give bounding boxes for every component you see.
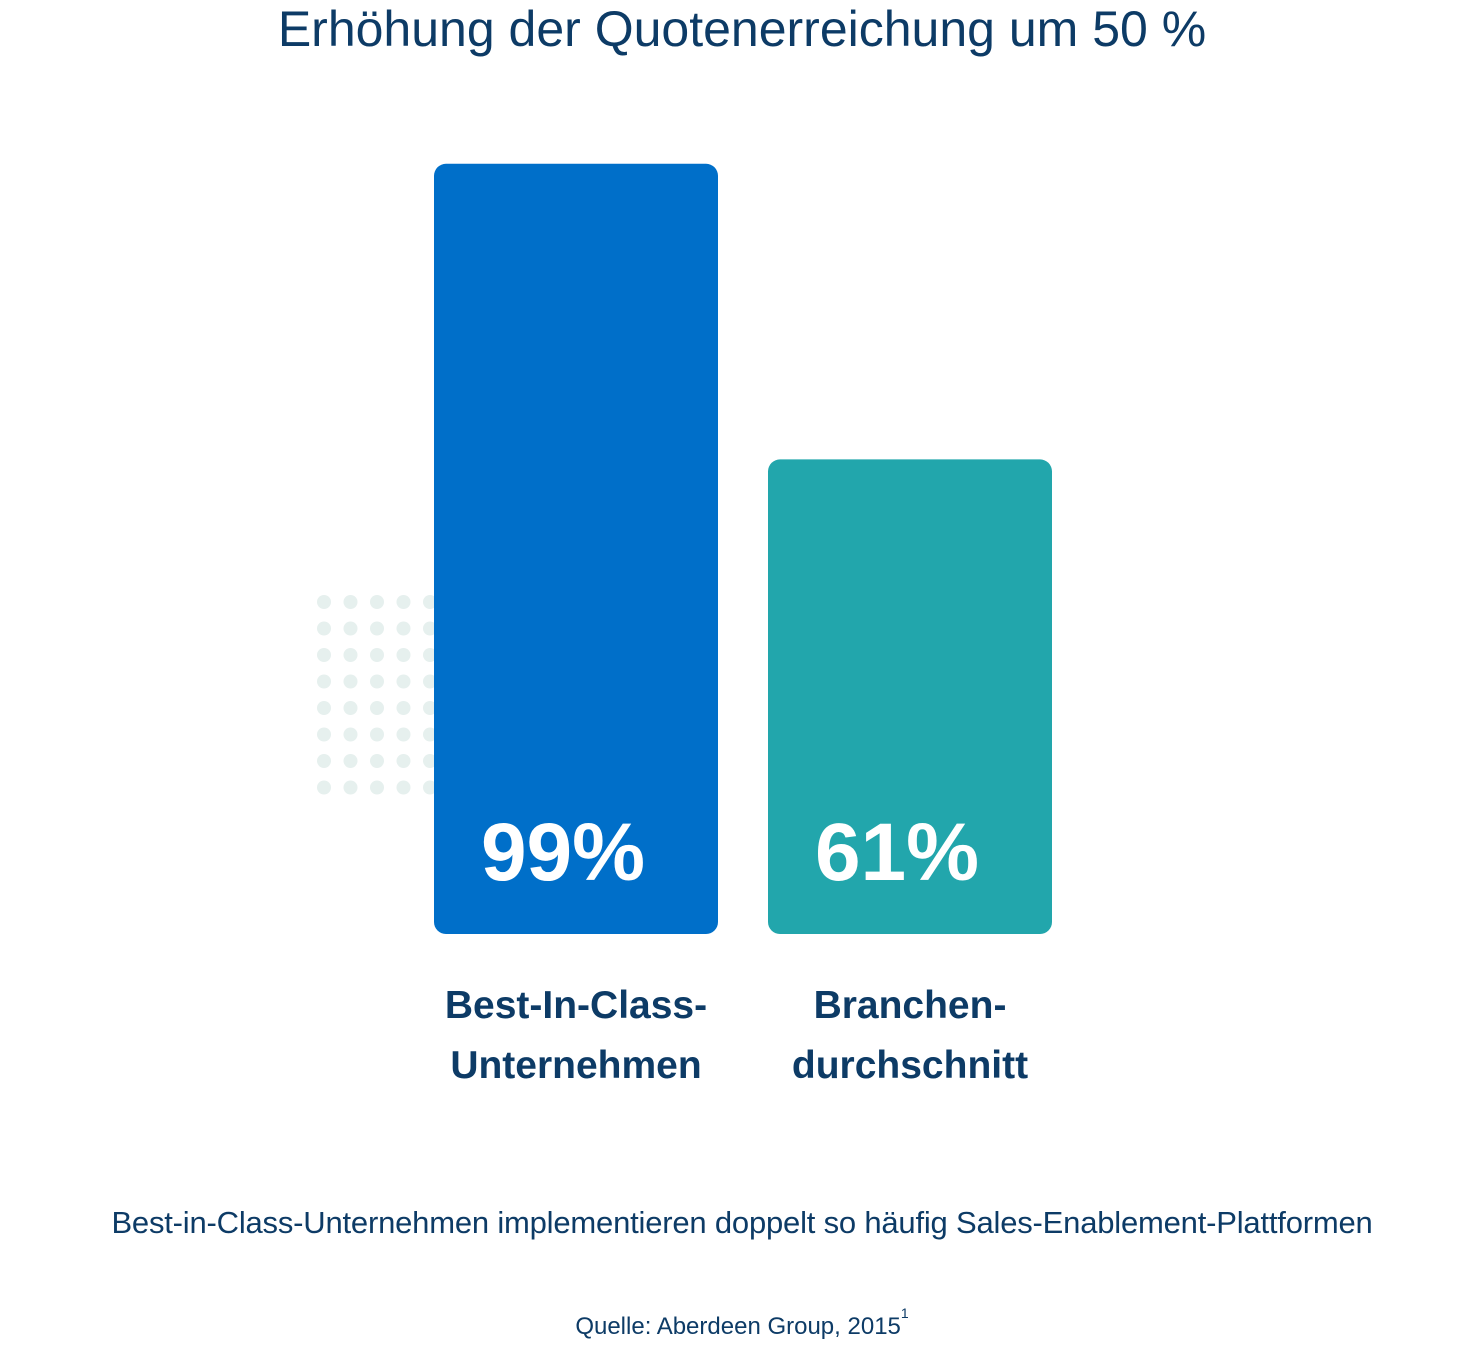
- category-label-line: Unternehmen: [450, 1044, 702, 1087]
- decorative-dot: [396, 621, 411, 636]
- decorative-dot: [423, 648, 437, 662]
- decorative-dot-grid: [317, 595, 437, 795]
- source-note: Quelle: Aberdeen Group, 20151: [0, 1305, 1484, 1341]
- decorative-dot: [343, 701, 358, 715]
- decorative-dot: [343, 674, 358, 689]
- decorative-dot: [343, 595, 358, 609]
- decorative-dot: [370, 701, 384, 715]
- decorative-dot: [317, 727, 331, 742]
- decorative-dot: [396, 701, 411, 715]
- decorative-dot: [317, 621, 331, 636]
- value-labels-group: 99% 61%: [481, 807, 979, 898]
- decorative-dot: [423, 754, 437, 768]
- decorative-dot: [423, 674, 437, 689]
- bar-value-label: 61%: [815, 807, 979, 898]
- decorative-dot: [343, 648, 358, 662]
- decorative-dot: [317, 701, 331, 715]
- decorative-dot: [396, 595, 411, 609]
- decorative-dot: [396, 754, 411, 768]
- bar-value-label: 99%: [481, 807, 645, 898]
- decorative-dot: [343, 754, 358, 768]
- category-label-best-in-class: Best-In-Class- Unternehmen: [411, 976, 741, 1096]
- decorative-dot: [343, 621, 358, 636]
- footnote-marker: 1: [900, 1305, 909, 1321]
- decorative-dot: [396, 780, 411, 795]
- decorative-dot: [423, 621, 437, 636]
- decorative-dot: [423, 780, 437, 795]
- decorative-dot: [396, 727, 411, 742]
- category-label-line: Branchen-: [813, 984, 1007, 1027]
- decorative-dot: [423, 701, 437, 715]
- decorative-dot: [370, 674, 384, 689]
- decorative-dot: [317, 595, 331, 609]
- decorative-dot: [343, 727, 358, 742]
- decorative-dot: [423, 727, 437, 742]
- decorative-dot: [343, 780, 358, 795]
- decorative-dot: [396, 648, 411, 662]
- decorative-dot: [370, 621, 384, 636]
- source-text: Quelle: Aberdeen Group, 2015: [575, 1313, 901, 1340]
- chart-title: Erhöhung der Quotenerreichung um 50 %: [277, 1, 1207, 57]
- bar-chart: 99% 61%: [317, 163, 1052, 934]
- decorative-dot: [317, 648, 331, 662]
- decorative-dot: [370, 780, 384, 795]
- bar: [768, 459, 1052, 934]
- decorative-dot: [370, 595, 384, 609]
- decorative-dot: [423, 595, 437, 609]
- bars-group: [434, 163, 1052, 934]
- decorative-dot: [317, 780, 331, 795]
- chart-subtitle: Best-in-Class-Unternehmen implementieren…: [111, 1205, 1373, 1240]
- decorative-dot: [396, 674, 411, 689]
- category-label-line: durchschnitt: [791, 1044, 1029, 1087]
- decorative-dot: [370, 648, 384, 662]
- decorative-dot: [370, 727, 384, 742]
- decorative-dot: [317, 674, 331, 689]
- category-label-line: Best-In-Class-: [444, 984, 708, 1027]
- decorative-dot: [370, 754, 384, 768]
- bar: [434, 163, 718, 934]
- decorative-dot: [317, 754, 331, 768]
- category-label-branchendurchschnitt: Branchen- durchschnitt: [745, 976, 1075, 1096]
